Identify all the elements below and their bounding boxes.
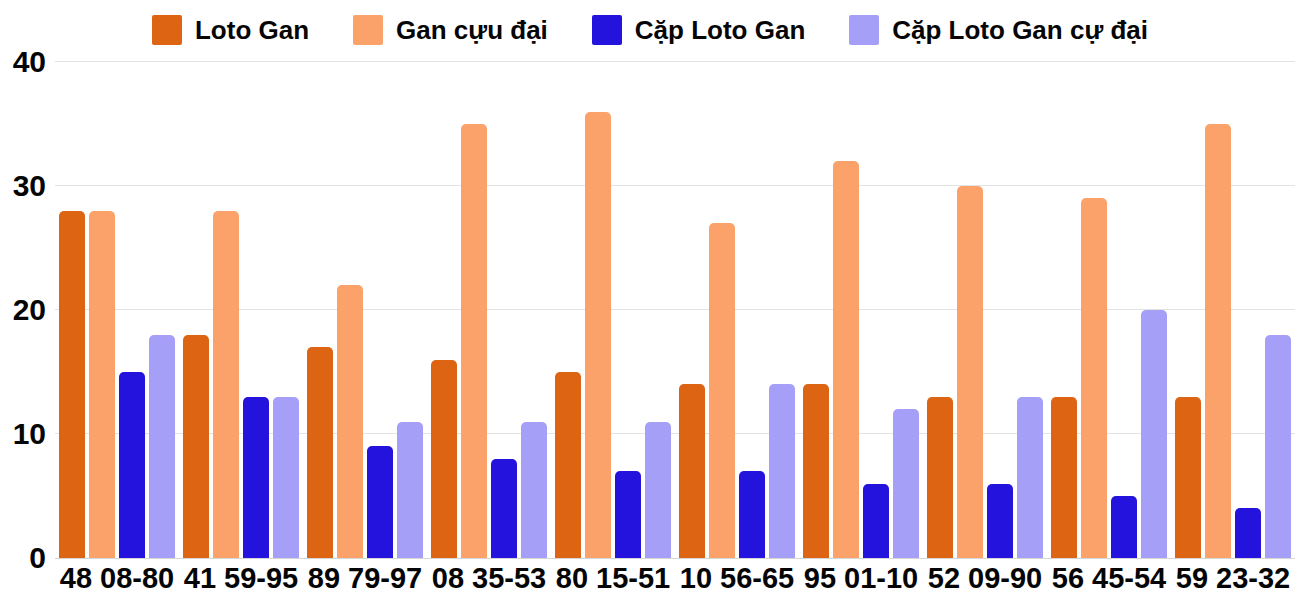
bar-loto-gan-10-56-65[interactable]: [679, 384, 705, 558]
x-axis-category-label: 95 01-10: [799, 563, 923, 597]
bar-cặp-loto-gan-08-35-53[interactable]: [491, 459, 517, 558]
bar-cặp-loto-gan-48-08-80[interactable]: [119, 372, 145, 558]
bar-cặp-loto-gan-80-15-51[interactable]: [615, 471, 641, 558]
bar-loto-gan-08-35-53[interactable]: [431, 360, 457, 558]
bar-group: [675, 62, 799, 558]
bar-gan-cựu-đại-56-45-54[interactable]: [1081, 198, 1107, 558]
bar-cặp-loto-gan-cự-đại-56-45-54[interactable]: [1141, 310, 1167, 558]
legend-swatch-icon: [592, 15, 622, 45]
legend-item-label: Cặp Loto Gan: [635, 15, 805, 46]
legend-item[interactable]: Cặp Loto Gan: [592, 15, 805, 46]
bar-group: [55, 62, 179, 558]
bar-cặp-loto-gan-cự-đại-89-79-97[interactable]: [397, 422, 423, 558]
bar-gan-cựu-đại-08-35-53[interactable]: [461, 124, 487, 558]
bar-cặp-loto-gan-10-56-65[interactable]: [739, 471, 765, 558]
bar-cặp-loto-gan-cự-đại-52-09-90[interactable]: [1017, 397, 1043, 558]
bar-gan-cựu-đại-80-15-51[interactable]: [585, 112, 611, 558]
bar-gan-cựu-đại-52-09-90[interactable]: [957, 186, 983, 558]
bar-cặp-loto-gan-95-01-10[interactable]: [863, 484, 889, 558]
legend-swatch-icon: [353, 15, 383, 45]
legend-item[interactable]: Cặp Loto Gan cự đại: [849, 15, 1148, 46]
bar-gan-cựu-đại-89-79-97[interactable]: [337, 285, 363, 558]
x-axis-category-label: 89 79-97: [303, 563, 427, 597]
bar-loto-gan-41-59-95[interactable]: [183, 335, 209, 558]
bar-cặp-loto-gan-59-23-32[interactable]: [1235, 508, 1261, 558]
bar-gan-cựu-đại-41-59-95[interactable]: [213, 211, 239, 558]
chart-legend: Loto Gan Gan cựu đại Cặp Loto Gan Cặp Loto …: [0, 8, 1300, 52]
bar-gan-cựu-đại-48-08-80[interactable]: [89, 211, 115, 558]
bar-cặp-loto-gan-cự-đại-95-01-10[interactable]: [893, 409, 919, 558]
bar-group: [1047, 62, 1171, 558]
bar-group: [1171, 62, 1295, 558]
bar-group: [923, 62, 1047, 558]
y-axis-tick-label: 20: [2, 295, 46, 325]
bar-cặp-loto-gan-cự-đại-08-35-53[interactable]: [521, 422, 547, 558]
bar-loto-gan-89-79-97[interactable]: [307, 347, 333, 558]
y-axis-tick-label: 10: [2, 419, 46, 449]
legend-item-label: Gan cựu đại: [396, 15, 548, 46]
y-axis-tick-label: 30: [2, 171, 46, 201]
bar-group: [427, 62, 551, 558]
legend-item-label: Cặp Loto Gan cự đại: [892, 15, 1148, 46]
x-axis-category-label: 41 59-95: [179, 563, 303, 597]
x-axis-category-label: 08 35-53: [427, 563, 551, 597]
y-axis-tick-label: 0: [2, 543, 46, 573]
bar-cặp-loto-gan-cự-đại-59-23-32[interactable]: [1265, 335, 1291, 558]
bar-gan-cựu-đại-10-56-65[interactable]: [709, 223, 735, 558]
legend-swatch-icon: [152, 15, 182, 45]
x-axis-category-label: 10 56-65: [675, 563, 799, 597]
x-axis-category-label: 59 23-32: [1171, 563, 1295, 597]
plot-area: [55, 62, 1295, 558]
bar-cặp-loto-gan-cự-đại-41-59-95[interactable]: [273, 397, 299, 558]
legend-swatch-icon: [849, 15, 879, 45]
bar-chart: Loto Gan Gan cựu đại Cặp Loto Gan Cặp Loto …: [0, 0, 1300, 600]
x-axis-category-label: 52 09-90: [923, 563, 1047, 597]
bar-loto-gan-80-15-51[interactable]: [555, 372, 581, 558]
legend-item[interactable]: Loto Gan: [152, 15, 309, 46]
bar-gan-cựu-đại-59-23-32[interactable]: [1205, 124, 1231, 558]
bar-cặp-loto-gan-56-45-54[interactable]: [1111, 496, 1137, 558]
gridline: [55, 558, 1295, 559]
bar-loto-gan-52-09-90[interactable]: [927, 397, 953, 558]
legend-item-label: Loto Gan: [195, 15, 309, 46]
bar-cặp-loto-gan-89-79-97[interactable]: [367, 446, 393, 558]
bar-cặp-loto-gan-41-59-95[interactable]: [243, 397, 269, 558]
bar-group: [303, 62, 427, 558]
x-axis-category-label: 48 08-80: [55, 563, 179, 597]
bar-cặp-loto-gan-cự-đại-48-08-80[interactable]: [149, 335, 175, 558]
bar-group: [799, 62, 923, 558]
y-axis-tick-label: 40: [2, 47, 46, 77]
bar-cặp-loto-gan-cự-đại-10-56-65[interactable]: [769, 384, 795, 558]
bar-loto-gan-56-45-54[interactable]: [1051, 397, 1077, 558]
bar-group: [179, 62, 303, 558]
bar-loto-gan-59-23-32[interactable]: [1175, 397, 1201, 558]
bar-loto-gan-48-08-80[interactable]: [59, 211, 85, 558]
x-axis-labels: 48 08-8041 59-9589 79-9708 35-5380 15-51…: [55, 563, 1295, 597]
bar-gan-cựu-đại-95-01-10[interactable]: [833, 161, 859, 558]
legend-item[interactable]: Gan cựu đại: [353, 15, 548, 46]
bar-group: [551, 62, 675, 558]
bar-cặp-loto-gan-52-09-90[interactable]: [987, 484, 1013, 558]
bar-cặp-loto-gan-cự-đại-80-15-51[interactable]: [645, 422, 671, 558]
x-axis-category-label: 80 15-51: [551, 563, 675, 597]
bar-loto-gan-95-01-10[interactable]: [803, 384, 829, 558]
x-axis-category-label: 56 45-54: [1047, 563, 1171, 597]
